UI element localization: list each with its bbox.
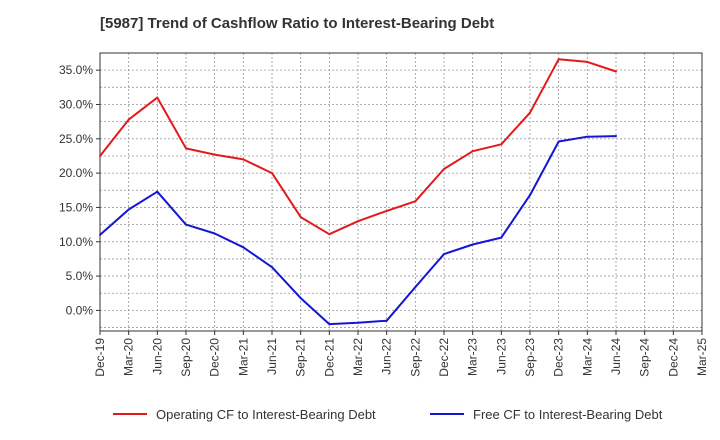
y-tick-label: 25.0% <box>59 132 93 146</box>
data-point-series-1 <box>586 60 589 63</box>
data-point-series-1 <box>328 233 331 236</box>
data-point-series-1 <box>156 96 159 99</box>
x-tick-label: Dec-24 <box>666 338 680 377</box>
data-point-series-2 <box>615 135 617 138</box>
data-point-series-2 <box>529 194 531 197</box>
data-point-series-1 <box>471 150 474 153</box>
data-point-series-1 <box>385 209 388 212</box>
x-tick-label: Mar-25 <box>695 338 709 376</box>
data-point-series-2 <box>357 321 359 324</box>
x-tick-label: Sep-21 <box>294 338 308 377</box>
data-point-series-2 <box>414 286 417 289</box>
data-point-series-1 <box>443 168 445 171</box>
plot-frame <box>99 52 703 332</box>
data-point-series-2 <box>242 246 245 249</box>
data-point-series-2 <box>385 319 388 322</box>
data-point-series-1 <box>557 58 560 61</box>
x-tick-label: Sep-20 <box>179 338 193 377</box>
data-point-series-1 <box>414 200 417 203</box>
data-point-series-2 <box>500 236 503 239</box>
data-point-series-1 <box>615 70 617 73</box>
data-point-series-2 <box>443 253 445 256</box>
data-point-series-1 <box>99 154 101 157</box>
data-point-series-2 <box>271 266 273 269</box>
x-tick-label: Mar-22 <box>351 338 365 376</box>
x-tick-label: Sep-22 <box>408 338 422 377</box>
x-tick-label: Jun-20 <box>150 338 164 375</box>
y-tick-label: 35.0% <box>59 63 93 77</box>
data-point-series-1 <box>127 118 130 121</box>
plot-area <box>100 53 702 331</box>
x-tick-label: Dec-19 <box>93 338 107 377</box>
data-point-series-1 <box>357 220 359 223</box>
data-point-series-2 <box>328 323 331 326</box>
x-tick-label: Mar-20 <box>122 338 136 376</box>
data-point-series-2 <box>213 232 216 235</box>
data-point-series-1 <box>242 158 245 161</box>
data-point-series-2 <box>185 223 187 226</box>
data-point-series-1 <box>213 153 216 156</box>
y-tick-label: 30.0% <box>59 97 93 111</box>
x-tick-label: Dec-20 <box>208 338 222 377</box>
y-tick-label: 20.0% <box>59 166 93 180</box>
data-point-series-1 <box>500 143 503 146</box>
x-tick-label: Dec-22 <box>437 338 451 377</box>
data-point-series-2 <box>127 208 130 211</box>
data-point-series-2 <box>557 140 560 143</box>
legend-label-2: Free CF to Interest-Bearing Debt <box>473 407 663 422</box>
x-tick-label: Mar-23 <box>466 338 480 376</box>
y-tick-label: 5.0% <box>66 269 94 283</box>
x-tick-label: Jun-21 <box>265 338 279 375</box>
data-point-series-2 <box>586 135 589 138</box>
y-tick-label: 0.0% <box>66 303 94 317</box>
data-point-series-1 <box>529 111 531 114</box>
data-point-series-2 <box>471 243 474 246</box>
data-point-series-2 <box>299 297 302 300</box>
data-point-series-2 <box>156 190 159 193</box>
x-tick-label: Dec-21 <box>322 338 336 377</box>
x-tick-label: Jun-22 <box>380 338 394 375</box>
chart-title: [5987] Trend of Cashflow Ratio to Intere… <box>100 15 495 32</box>
x-tick-label: Mar-24 <box>580 338 594 376</box>
y-tick-label: 15.0% <box>59 200 93 214</box>
x-tick-label: Sep-23 <box>523 338 537 377</box>
x-tick-label: Sep-24 <box>638 338 652 377</box>
x-tick-label: Mar-21 <box>236 338 250 376</box>
data-point-series-1 <box>185 147 187 150</box>
data-point-series-1 <box>271 172 273 175</box>
legend-label-1: Operating CF to Interest-Bearing Debt <box>156 407 376 422</box>
data-point-series-2 <box>99 233 101 236</box>
x-tick-label: Jun-23 <box>494 338 508 375</box>
x-tick-label: Jun-24 <box>609 338 623 375</box>
data-point-series-1 <box>299 216 302 219</box>
x-tick-label: Dec-23 <box>552 338 566 377</box>
y-tick-label: 10.0% <box>59 235 93 249</box>
